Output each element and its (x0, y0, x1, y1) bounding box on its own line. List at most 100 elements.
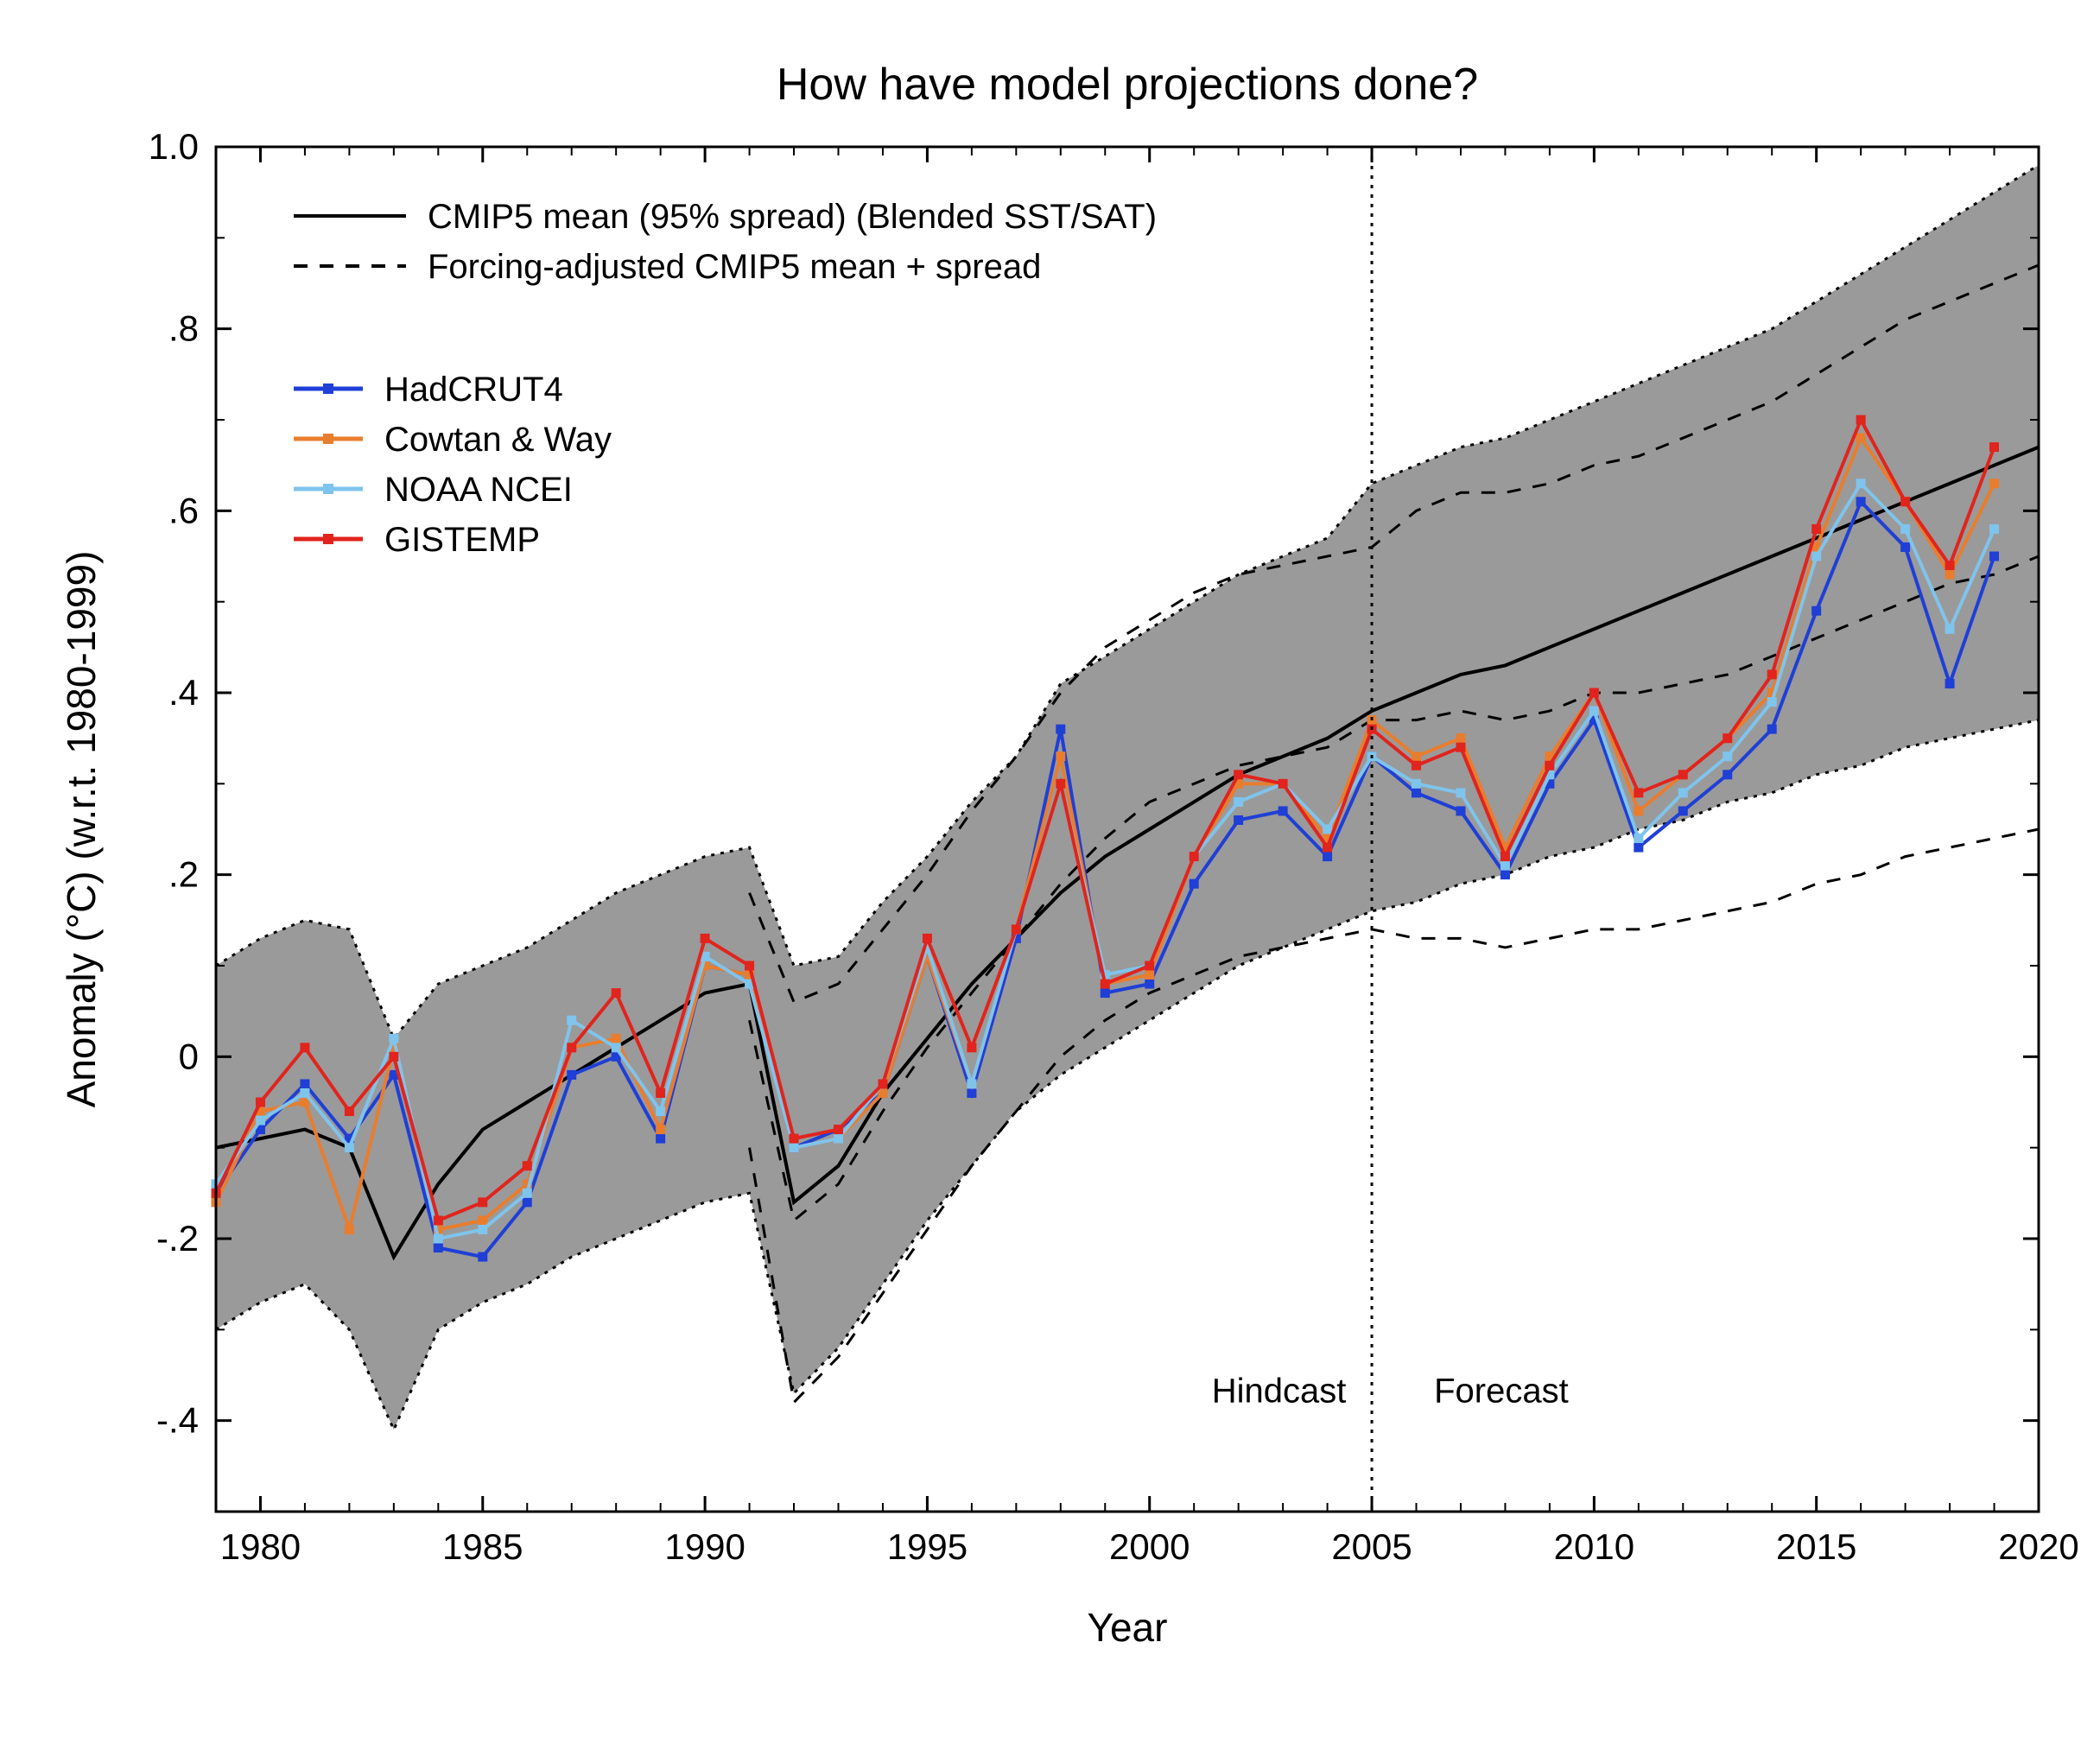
series-noaa-ncei-marker (1589, 707, 1598, 715)
y-axis-label: Anomaly (°C) (w.r.t. 1980-1999) (59, 551, 104, 1108)
xtick-label: 1990 (664, 1526, 745, 1567)
series-hadcrut4-marker (1101, 989, 1109, 998)
ytick-label: 1.0 (149, 126, 199, 167)
series-hadcrut4-marker (1412, 789, 1421, 797)
series-hadcrut4-marker (434, 1244, 442, 1252)
series-noaa-ncei-marker (1901, 524, 1910, 533)
series-noaa-ncei-marker (1723, 752, 1732, 761)
ytick-label: .2 (168, 854, 199, 895)
legend-label: NOAA NCEI (384, 471, 573, 509)
legend-label: HadCRUT4 (384, 371, 563, 409)
ytick-label: .8 (168, 308, 199, 349)
series-noaa-ncei-marker (1945, 625, 1954, 633)
series-hadcrut4-marker (1678, 807, 1687, 815)
ytick-label: .4 (168, 672, 199, 713)
series-noaa-ncei-marker (1323, 825, 1332, 834)
x-axis-label: Year (1088, 1605, 1168, 1650)
series-noaa-ncei-marker (1412, 779, 1421, 788)
series-gistemp-marker (834, 1125, 842, 1134)
xtick-label: 2000 (1109, 1526, 1190, 1567)
series-hadcrut4-marker (523, 1198, 531, 1207)
series-hadcrut4-marker (1190, 879, 1198, 888)
ytick-label: -.2 (156, 1218, 199, 1259)
series-noaa-ncei-marker (834, 1134, 842, 1143)
series-hadcrut4-marker (479, 1252, 487, 1261)
series-hadcrut4-marker (1945, 679, 1954, 688)
series-gistemp-marker (1056, 779, 1065, 788)
series-gistemp-marker (745, 961, 754, 970)
series-gistemp-marker (1856, 415, 1865, 424)
series-hadcrut4-marker (301, 1080, 309, 1088)
series-gistemp-marker (1812, 524, 1821, 533)
xtick-label: 2015 (1776, 1526, 1856, 1567)
annotation-hindcast: Hindcast (1212, 1373, 1347, 1411)
series-gistemp-marker (345, 1107, 353, 1116)
series-hadcrut4-marker (1278, 807, 1287, 815)
series-noaa-ncei-marker (1234, 797, 1243, 806)
series-gistemp-marker (1190, 853, 1198, 861)
series-cowtan-way-marker (1634, 807, 1643, 815)
legend-marker (323, 484, 333, 494)
series-gistemp-marker (612, 989, 620, 998)
series-hadcrut4-marker (1901, 542, 1910, 551)
series-gistemp-marker (1678, 770, 1687, 779)
chart-title: How have model projections done? (777, 60, 1478, 110)
series-cowtan-way-marker (1945, 570, 1954, 579)
series-gistemp-marker (1990, 443, 1999, 452)
series-cowtan-way-marker (1990, 479, 1999, 488)
chart-svg: 198019851990199520002005201020152020-.4-… (17, 17, 2100, 1733)
series-gistemp-marker (1323, 843, 1332, 852)
series-gistemp-marker (968, 1043, 976, 1052)
series-hadcrut4-marker (1056, 725, 1065, 733)
series-noaa-ncei-marker (523, 1189, 531, 1197)
chart-container: 198019851990199520002005201020152020-.4-… (17, 17, 2100, 1733)
series-cowtan-way-marker (1145, 971, 1154, 980)
series-gistemp-marker (1012, 925, 1020, 934)
series-noaa-ncei-marker (1500, 861, 1509, 870)
series-gistemp-marker (1767, 670, 1776, 679)
series-gistemp-marker (390, 1052, 398, 1061)
series-hadcrut4-marker (657, 1134, 665, 1143)
series-cowtan-way-marker (612, 1034, 620, 1043)
xtick-label: 1995 (887, 1526, 968, 1567)
series-hadcrut4-marker (1990, 552, 1999, 561)
series-gistemp-marker (657, 1088, 665, 1097)
series-cowtan-way-marker (345, 1225, 353, 1233)
series-gistemp-marker (1723, 734, 1732, 743)
series-hadcrut4-marker (1500, 871, 1509, 879)
series-gistemp-marker (256, 1098, 264, 1106)
series-noaa-ncei-marker (790, 1144, 798, 1152)
legend-label: Cowtan & Way (384, 421, 612, 459)
legend-marker (323, 434, 333, 444)
series-gistemp-marker (1901, 498, 1910, 506)
series-cowtan-way-marker (1856, 434, 1865, 442)
series-gistemp-marker (1145, 961, 1154, 970)
series-cowtan-way-marker (479, 1216, 487, 1225)
series-gistemp-marker (790, 1134, 798, 1143)
series-noaa-ncei-marker (657, 1107, 665, 1116)
legend-marker (323, 384, 333, 394)
xtick-label: 1980 (220, 1526, 301, 1567)
series-hadcrut4-marker (1456, 807, 1465, 815)
ytick-label: 0 (179, 1036, 199, 1076)
series-noaa-ncei-marker (301, 1088, 309, 1097)
series-noaa-ncei-marker (1678, 789, 1687, 797)
xtick-label: 2010 (1554, 1526, 1634, 1567)
series-noaa-ncei-marker (390, 1034, 398, 1043)
series-gistemp-marker (568, 1043, 576, 1052)
series-gistemp-marker (701, 934, 709, 942)
annotation-forecast: Forecast (1434, 1373, 1569, 1411)
series-gistemp-marker (1589, 688, 1598, 697)
series-noaa-ncei-marker (256, 1116, 264, 1125)
series-gistemp-marker (301, 1043, 309, 1052)
series-hadcrut4-marker (1723, 770, 1732, 779)
series-gistemp-marker (1278, 779, 1287, 788)
series-gistemp-marker (1412, 761, 1421, 770)
series-noaa-ncei-marker (1812, 552, 1821, 561)
xtick-label: 2005 (1331, 1526, 1412, 1567)
series-gistemp-marker (1456, 743, 1465, 751)
series-hadcrut4-marker (1145, 980, 1154, 988)
series-hadcrut4-marker (1234, 815, 1243, 824)
series-gistemp-marker (1234, 770, 1243, 779)
legend-label: CMIP5 mean (95% spread) (Blended SST/SAT… (428, 198, 1157, 236)
